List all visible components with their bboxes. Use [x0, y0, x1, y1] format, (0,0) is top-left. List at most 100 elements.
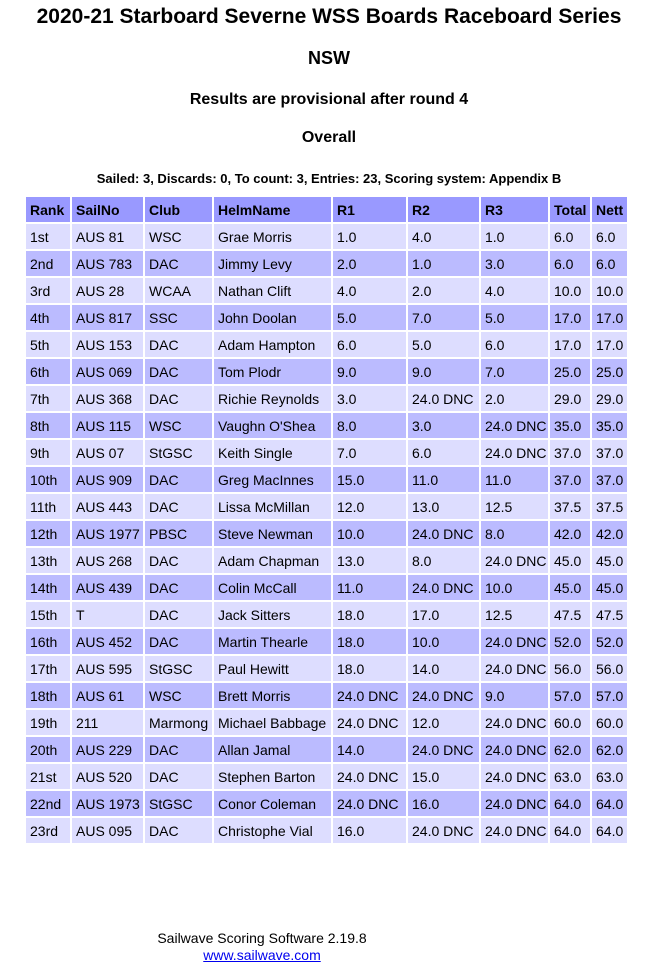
results-table: Rank SailNo Club HelmName R1 R2 R3 Total Nett 1s… — [24, 195, 629, 845]
total-cell: 47.5 — [550, 602, 590, 627]
r1-cell: 12.0 — [333, 494, 406, 519]
r2-cell: 5.0 — [408, 332, 479, 357]
helmname-cell: Jimmy Levy — [214, 251, 331, 276]
nett-cell: 17.0 — [592, 332, 627, 357]
table-row: 4th AUS 817 SSC John Doolan 5.0 7.0 5.0 17.0 17.… — [26, 305, 627, 330]
table-row: 18th AUS 61 WSC Brett Morris 24.0 DNC 24.0 DN… — [26, 683, 627, 708]
r1-cell: 6.0 — [333, 332, 406, 357]
rank-cell: 13th — [26, 548, 70, 573]
club-cell: DAC — [145, 494, 212, 519]
club-cell: StGSC — [145, 656, 212, 681]
r2-cell: 24.0 DNC — [408, 818, 479, 843]
total-cell: 37.0 — [550, 440, 590, 465]
r3-cell: 24.0 DNC — [481, 656, 548, 681]
sailno-cell: AUS 1977 — [72, 521, 143, 546]
column-header-r1: R1 — [333, 197, 406, 222]
total-cell: 62.0 — [550, 737, 590, 762]
r1-cell: 24.0 DNC — [333, 710, 406, 735]
r3-cell: 1.0 — [481, 224, 548, 249]
total-cell: 64.0 — [550, 818, 590, 843]
table-row: 20th AUS 229 DAC Allan Jamal 14.0 24.0 DNC 24.… — [26, 737, 627, 762]
region-subtitle: NSW — [308, 48, 350, 68]
total-cell: 37.5 — [550, 494, 590, 519]
table-row: 5th AUS 153 DAC Adam Hampton 6.0 5.0 6.0 17.0 17… — [26, 332, 627, 357]
total-cell: 42.0 — [550, 521, 590, 546]
r2-cell: 12.0 — [408, 710, 479, 735]
table-row: 2nd AUS 783 DAC Jimmy Levy 2.0 1.0 3.0 6.0 6.0 — [26, 251, 627, 276]
helmname-cell: Brett Morris — [214, 683, 331, 708]
table-row: 23rd AUS 095 DAC Christophe Vial 16.0 24.0 DN… — [26, 818, 627, 843]
r1-cell: 4.0 — [333, 278, 406, 303]
table-row: 14th AUS 439 DAC Colin McCall 11.0 24.0 DNC 10… — [26, 575, 627, 600]
sailno-cell: AUS 1973 — [72, 791, 143, 816]
total-cell: 25.0 — [550, 359, 590, 384]
r1-cell: 13.0 — [333, 548, 406, 573]
nett-cell: 64.0 — [592, 818, 627, 843]
nett-cell: 6.0 — [592, 224, 627, 249]
r1-cell: 18.0 — [333, 656, 406, 681]
nett-cell: 42.0 — [592, 521, 627, 546]
total-cell: 63.0 — [550, 764, 590, 789]
r1-cell: 8.0 — [333, 413, 406, 438]
rank-cell: 1st — [26, 224, 70, 249]
total-cell: 17.0 — [550, 305, 590, 330]
nett-cell: 64.0 — [592, 791, 627, 816]
r1-cell: 24.0 DNC — [333, 764, 406, 789]
sailno-cell: AUS 153 — [72, 332, 143, 357]
helmname-cell: Nathan Clift — [214, 278, 331, 303]
rank-cell: 18th — [26, 683, 70, 708]
nett-cell: 37.0 — [592, 440, 627, 465]
r2-cell: 24.0 DNC — [408, 683, 479, 708]
rank-cell: 9th — [26, 440, 70, 465]
r2-cell: 7.0 — [408, 305, 479, 330]
r1-cell: 10.0 — [333, 521, 406, 546]
rank-cell: 7th — [26, 386, 70, 411]
r1-cell: 15.0 — [333, 467, 406, 492]
r2-cell: 17.0 — [408, 602, 479, 627]
helmname-cell: Greg MacInnes — [214, 467, 331, 492]
r1-cell: 9.0 — [333, 359, 406, 384]
header-row: Rank SailNo Club HelmName R1 R2 R3 Total Nett — [26, 197, 627, 222]
nett-cell: 6.0 — [592, 251, 627, 276]
r3-cell: 24.0 DNC — [481, 413, 548, 438]
total-cell: 37.0 — [550, 467, 590, 492]
rank-cell: 14th — [26, 575, 70, 600]
r3-cell: 24.0 DNC — [481, 548, 548, 573]
r3-cell: 24.0 DNC — [481, 791, 548, 816]
r2-cell: 11.0 — [408, 467, 479, 492]
helmname-cell: Allan Jamal — [214, 737, 331, 762]
rank-cell: 10th — [26, 467, 70, 492]
table-row: 8th AUS 115 WSC Vaughn O'Shea 8.0 3.0 24.0 DNC… — [26, 413, 627, 438]
column-header-helmname: HelmName — [214, 197, 331, 222]
r2-cell: 2.0 — [408, 278, 479, 303]
rank-cell: 4th — [26, 305, 70, 330]
sailno-cell: AUS 595 — [72, 656, 143, 681]
rank-cell: 11th — [26, 494, 70, 519]
r1-cell: 24.0 DNC — [333, 683, 406, 708]
total-cell: 17.0 — [550, 332, 590, 357]
helmname-cell: Christophe Vial — [214, 818, 331, 843]
r2-cell: 4.0 — [408, 224, 479, 249]
r2-cell: 14.0 — [408, 656, 479, 681]
helmname-cell: Michael Babbage — [214, 710, 331, 735]
r2-cell: 16.0 — [408, 791, 479, 816]
total-cell: 29.0 — [550, 386, 590, 411]
club-cell: WSC — [145, 683, 212, 708]
r2-cell: 24.0 DNC — [408, 575, 479, 600]
r3-cell: 12.5 — [481, 494, 548, 519]
section-heading: Overall — [301, 129, 357, 146]
column-header-r2: R2 — [408, 197, 479, 222]
sailno-cell: AUS 81 — [72, 224, 143, 249]
total-cell: 56.0 — [550, 656, 590, 681]
r3-cell: 24.0 DNC — [481, 629, 548, 654]
helmname-cell: Adam Chapman — [214, 548, 331, 573]
nett-cell: 45.0 — [592, 575, 627, 600]
nett-cell: 63.0 — [592, 764, 627, 789]
sailno-cell: AUS 229 — [72, 737, 143, 762]
sailwave-link[interactable]: www.sailwave.com — [203, 947, 321, 963]
rank-cell: 22nd — [26, 791, 70, 816]
nett-cell: 37.5 — [592, 494, 627, 519]
helmname-cell: Paul Hewitt — [214, 656, 331, 681]
r2-cell: 8.0 — [408, 548, 479, 573]
rank-cell: 20th — [26, 737, 70, 762]
